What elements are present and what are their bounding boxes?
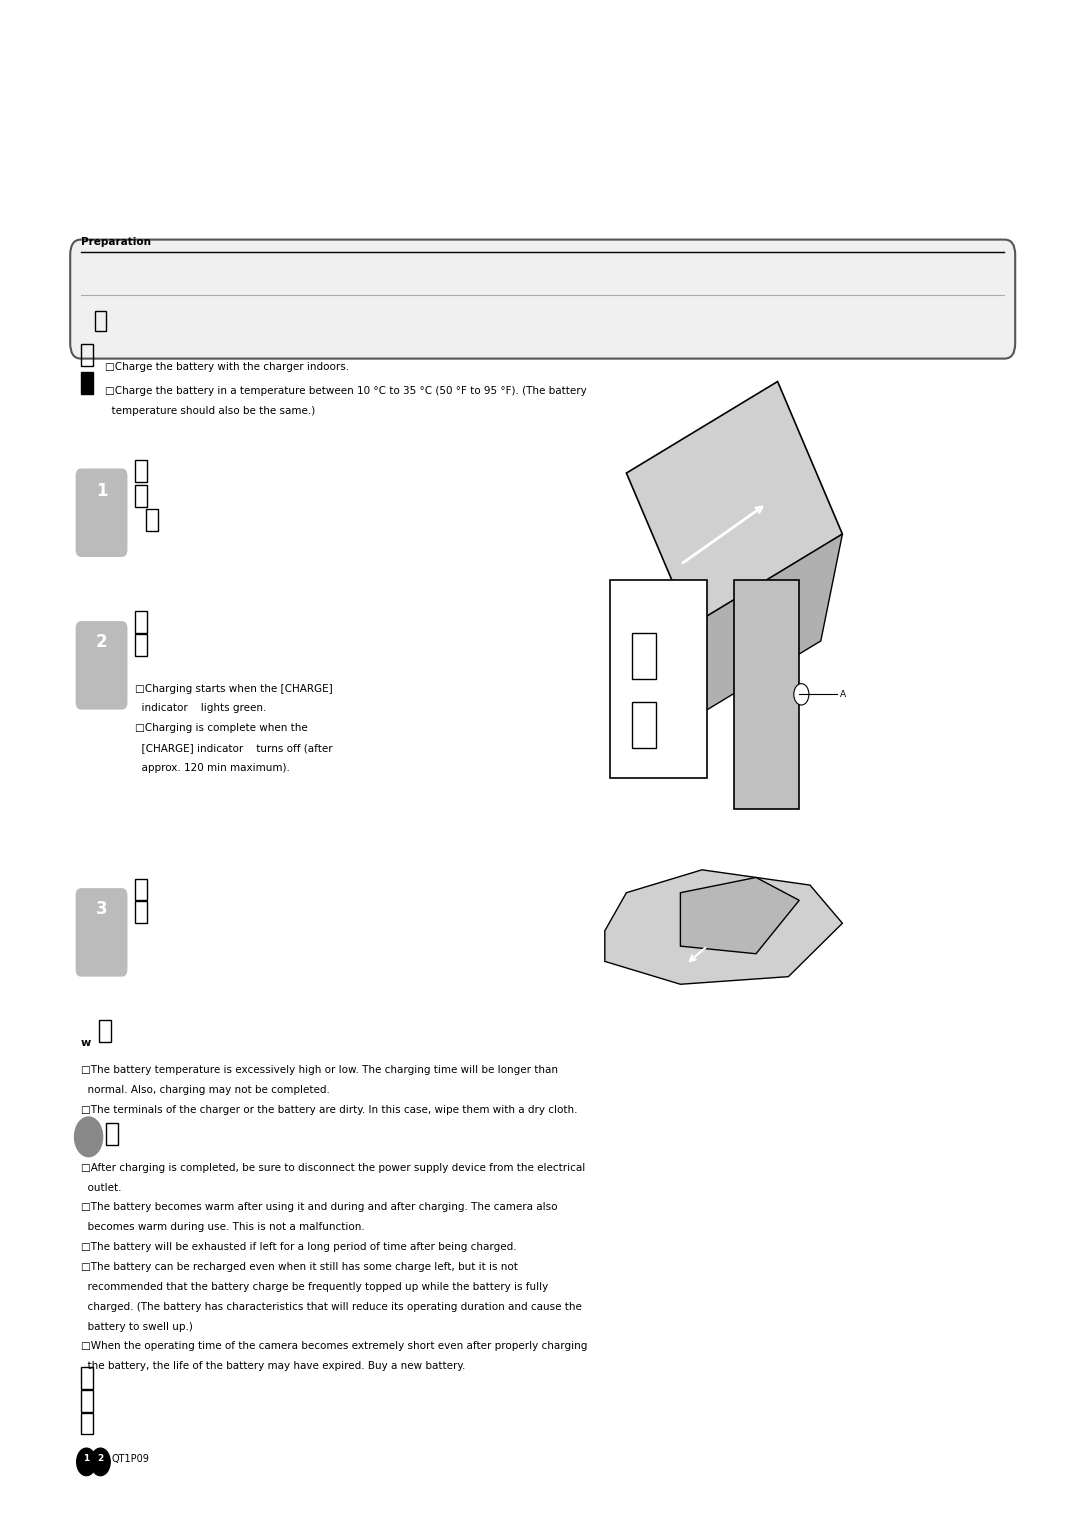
Text: 1: 1 (83, 1454, 90, 1463)
Text: 1: 1 (96, 482, 107, 501)
Bar (135, 485, 147, 507)
Text: □After charging is completed, be sure to disconnect the power supply device from: □After charging is completed, be sure to… (81, 1163, 585, 1173)
Bar (135, 635, 147, 656)
Text: □The battery temperature is excessively high or low. The charging time will be l: □The battery temperature is excessively … (81, 1065, 558, 1076)
Text: approx. 120 min maximum).: approx. 120 min maximum). (135, 763, 289, 774)
Text: □The terminals of the charger or the battery are dirty. In this case, wipe them : □The terminals of the charger or the bat… (81, 1105, 578, 1116)
Text: □The battery can be recharged even when it still has some charge left, but it is: □The battery can be recharged even when … (81, 1262, 518, 1273)
Text: □Charging is complete when the: □Charging is complete when the (135, 723, 308, 734)
Text: 2: 2 (97, 1454, 104, 1463)
Text: the battery, the life of the battery may have expired. Buy a new battery.: the battery, the life of the battery may… (81, 1361, 465, 1372)
Polygon shape (626, 382, 842, 626)
Bar (106, 1123, 118, 1144)
Text: □Charge the battery with the charger indoors.: □Charge the battery with the charger ind… (105, 362, 349, 372)
Bar (81, 1367, 93, 1389)
Bar (135, 612, 147, 633)
Bar (81, 345, 93, 366)
Bar (135, 461, 147, 482)
Text: w: w (81, 1038, 91, 1048)
Text: Preparation: Preparation (81, 237, 151, 247)
Circle shape (794, 684, 809, 705)
Text: recommended that the battery charge be frequently topped up while the battery is: recommended that the battery charge be f… (81, 1282, 549, 1293)
Bar (81, 372, 93, 394)
Text: indicator    lights green.: indicator lights green. (135, 703, 267, 714)
Text: □Charge the battery in a temperature between 10 °C to 35 °C (50 °F to 95 °F). (T: □Charge the battery in a temperature bet… (105, 386, 586, 397)
Text: □When the operating time of the camera becomes extremely short even after proper: □When the operating time of the camera b… (81, 1341, 588, 1352)
Text: QT1P09: QT1P09 (111, 1454, 149, 1465)
Text: becomes warm during use. This is not a malfunction.: becomes warm during use. This is not a m… (81, 1222, 365, 1233)
FancyBboxPatch shape (76, 621, 127, 710)
Text: [CHARGE] indicator    turns off (after: [CHARGE] indicator turns off (after (135, 743, 333, 754)
Bar (632, 702, 656, 748)
FancyBboxPatch shape (76, 468, 127, 557)
Text: □Charging starts when the [CHARGE]: □Charging starts when the [CHARGE] (135, 684, 333, 694)
Text: temperature should also be the same.): temperature should also be the same.) (105, 406, 315, 417)
Polygon shape (605, 870, 842, 984)
Bar (99, 1021, 111, 1042)
Text: charged. (The battery has characteristics that will reduce its operating duratio: charged. (The battery has characteristic… (81, 1302, 582, 1312)
Bar (81, 1413, 93, 1434)
FancyBboxPatch shape (76, 888, 127, 977)
Bar (135, 902, 147, 923)
Text: 2: 2 (96, 633, 107, 652)
Circle shape (77, 1448, 96, 1476)
Text: outlet.: outlet. (81, 1183, 121, 1193)
Text: normal. Also, charging may not be completed.: normal. Also, charging may not be comple… (81, 1085, 329, 1096)
Text: □The battery will be exhausted if left for a long period of time after being cha: □The battery will be exhausted if left f… (81, 1242, 516, 1253)
FancyBboxPatch shape (70, 240, 1015, 359)
Bar (632, 633, 656, 679)
Text: □The battery becomes warm after using it and during and after charging. The came: □The battery becomes warm after using it… (81, 1202, 557, 1213)
Bar (734, 580, 799, 809)
Polygon shape (670, 534, 842, 732)
Bar (610, 580, 707, 778)
Bar (95, 311, 106, 331)
Polygon shape (680, 877, 799, 954)
Text: battery to swell up.): battery to swell up.) (81, 1322, 193, 1332)
Text: 3: 3 (96, 900, 107, 919)
Bar (146, 510, 158, 531)
Circle shape (91, 1448, 110, 1476)
Text: A: A (840, 690, 847, 699)
Bar (81, 1390, 93, 1412)
Bar (135, 879, 147, 900)
Circle shape (75, 1117, 103, 1157)
